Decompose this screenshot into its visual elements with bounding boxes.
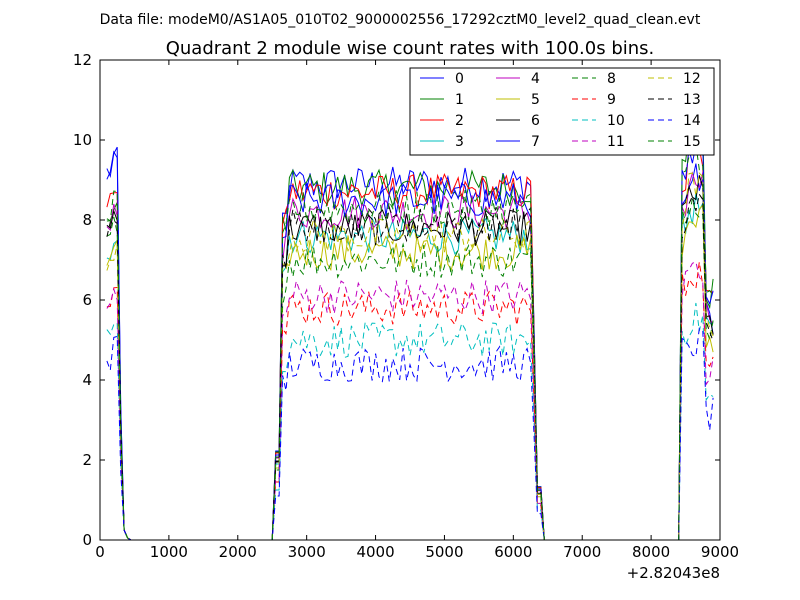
legend-label-3: 3: [455, 134, 464, 150]
legend-label-4: 4: [531, 71, 540, 87]
x-offset-label: +2.82043e8: [627, 564, 720, 582]
ticks-layer: 0 1000 2000 3000 4000 5000 6000 7000 8000 9000 0 2 4…: [73, 51, 739, 561]
series-line-10: [106, 302, 714, 541]
legend-label-2: 2: [455, 113, 464, 129]
chart-title: Quadrant 2 module wise count rates with …: [166, 38, 655, 59]
legend-label-14: 14: [683, 113, 701, 129]
legend-label-15: 15: [683, 134, 701, 150]
series-line-12: [106, 172, 714, 541]
y-tick-label: 4: [82, 371, 92, 389]
legend-label-12: 12: [683, 71, 701, 87]
y-tick-label: 12: [73, 51, 92, 69]
x-tick-label: 3000: [288, 543, 326, 561]
x-tick-label: 2000: [219, 543, 257, 561]
y-tick-label: 8: [82, 211, 92, 229]
legend-label-11: 11: [607, 134, 625, 150]
y-tick-label: 0: [82, 531, 92, 549]
legend-label-8: 8: [607, 71, 616, 87]
x-tick-label: 8000: [632, 543, 670, 561]
legend-label-13: 13: [683, 92, 701, 108]
legend-label-6: 6: [531, 113, 540, 129]
legend-label-5: 5: [531, 92, 540, 108]
y-tick-label: 6: [82, 291, 92, 309]
series-line-13: [106, 193, 714, 541]
legend-label-7: 7: [531, 134, 540, 150]
y-tick-label: 2: [82, 451, 92, 469]
y-tick-label: 10: [73, 131, 92, 149]
x-tick-label: 9000: [701, 543, 739, 561]
x-tick-label: 5000: [425, 543, 463, 561]
x-tick-label: 6000: [494, 543, 532, 561]
legend-label-0: 0: [455, 71, 464, 87]
x-tick-label: 1000: [150, 543, 188, 561]
x-tick-label: 4000: [356, 543, 394, 561]
chart-suptitle: Data file: modeM0/AS1A05_010T02_90000025…: [100, 12, 701, 28]
legend-label-9: 9: [607, 92, 616, 108]
x-tick-label: 0: [95, 543, 105, 561]
x-tick-label: 7000: [563, 543, 601, 561]
legend-label-10: 10: [607, 113, 625, 129]
legend-frame: [409, 67, 715, 156]
legend-label-1: 1: [455, 92, 464, 108]
